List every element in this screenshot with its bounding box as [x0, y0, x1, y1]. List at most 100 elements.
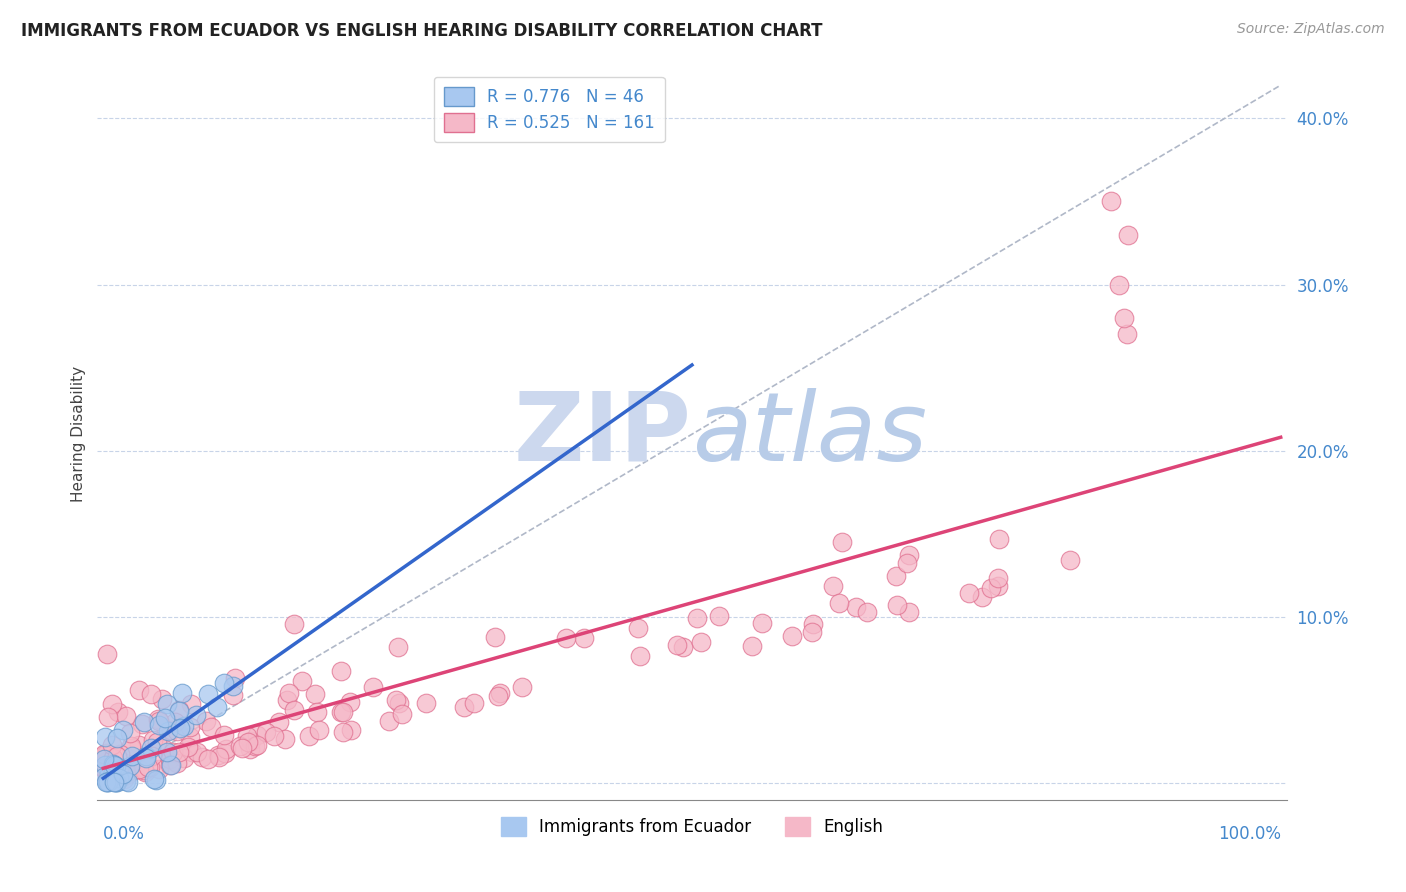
Point [186, 745, 208, 759]
Point [122, 763, 145, 777]
Point [332, 724, 354, 739]
Point [111, 771, 134, 785]
Point [153, 710, 176, 724]
Point [896, 556, 918, 570]
Text: Source: ZipAtlas.com: Source: ZipAtlas.com [1237, 22, 1385, 37]
Point [236, 729, 259, 743]
Point [391, 707, 413, 722]
Text: 0.0%: 0.0% [103, 825, 145, 843]
Point [104, 759, 127, 773]
Point [141, 748, 163, 763]
Point [98, 774, 121, 789]
Point [627, 621, 650, 635]
Point [97, 766, 120, 780]
Point [163, 714, 186, 729]
Point [139, 741, 162, 756]
Point [156, 745, 179, 759]
Point [96, 746, 118, 760]
Point [117, 767, 139, 781]
Point [987, 578, 1010, 592]
Point [200, 720, 222, 734]
Point [100, 767, 122, 781]
Point [897, 549, 920, 563]
Point [823, 579, 845, 593]
Point [128, 762, 150, 776]
Point [128, 738, 150, 752]
Point [254, 725, 277, 739]
Point [1099, 194, 1122, 209]
Point [143, 772, 166, 787]
Point [415, 696, 437, 710]
Point [332, 705, 354, 719]
Point [377, 714, 399, 729]
Point [108, 747, 131, 762]
Point [148, 718, 170, 732]
Point [1059, 553, 1081, 567]
Point [104, 764, 127, 779]
Point [243, 739, 266, 754]
Text: 100.0%: 100.0% [1218, 825, 1281, 843]
Point [108, 764, 131, 778]
Point [145, 773, 167, 788]
Point [120, 739, 142, 754]
Point [572, 631, 595, 645]
Point [229, 739, 252, 753]
Point [884, 568, 907, 582]
Point [263, 729, 285, 743]
Point [93, 747, 115, 762]
Y-axis label: Hearing Disability: Hearing Disability [72, 366, 86, 502]
Point [118, 759, 141, 773]
Point [222, 680, 245, 694]
Point [94, 755, 117, 769]
Point [180, 745, 202, 759]
Point [484, 630, 506, 644]
Legend: Immigrants from Ecuador, English: Immigrants from Ecuador, English [495, 810, 890, 843]
Point [111, 767, 134, 781]
Point [93, 731, 115, 745]
Point [159, 758, 181, 772]
Point [94, 764, 117, 778]
Point [108, 768, 131, 782]
Point [136, 760, 159, 774]
Point [118, 726, 141, 740]
Point [166, 756, 188, 771]
Point [987, 571, 1010, 585]
Point [117, 774, 139, 789]
Point [283, 617, 305, 632]
Point [115, 708, 138, 723]
Point [957, 586, 980, 600]
Point [107, 705, 129, 719]
Point [191, 749, 214, 764]
Point [132, 763, 155, 777]
Point [339, 695, 361, 709]
Point [107, 764, 129, 778]
Point [488, 686, 510, 700]
Point [121, 749, 143, 764]
Point [105, 774, 128, 789]
Point [308, 723, 330, 738]
Point [340, 723, 363, 737]
Point [988, 532, 1011, 546]
Point [167, 703, 190, 717]
Point [970, 590, 993, 604]
Point [159, 752, 181, 766]
Text: ZIP: ZIP [515, 388, 692, 481]
Point [780, 629, 803, 643]
Point [208, 749, 231, 764]
Point [166, 724, 188, 739]
Point [110, 767, 132, 781]
Point [96, 647, 118, 661]
Point [1116, 227, 1139, 242]
Point [139, 687, 162, 701]
Point [93, 761, 115, 775]
Point [845, 599, 868, 614]
Point [212, 676, 235, 690]
Point [801, 616, 824, 631]
Point [224, 671, 246, 685]
Point [131, 717, 153, 731]
Point [980, 581, 1002, 595]
Point [628, 649, 651, 664]
Point [93, 758, 115, 772]
Point [283, 703, 305, 717]
Point [105, 774, 128, 789]
